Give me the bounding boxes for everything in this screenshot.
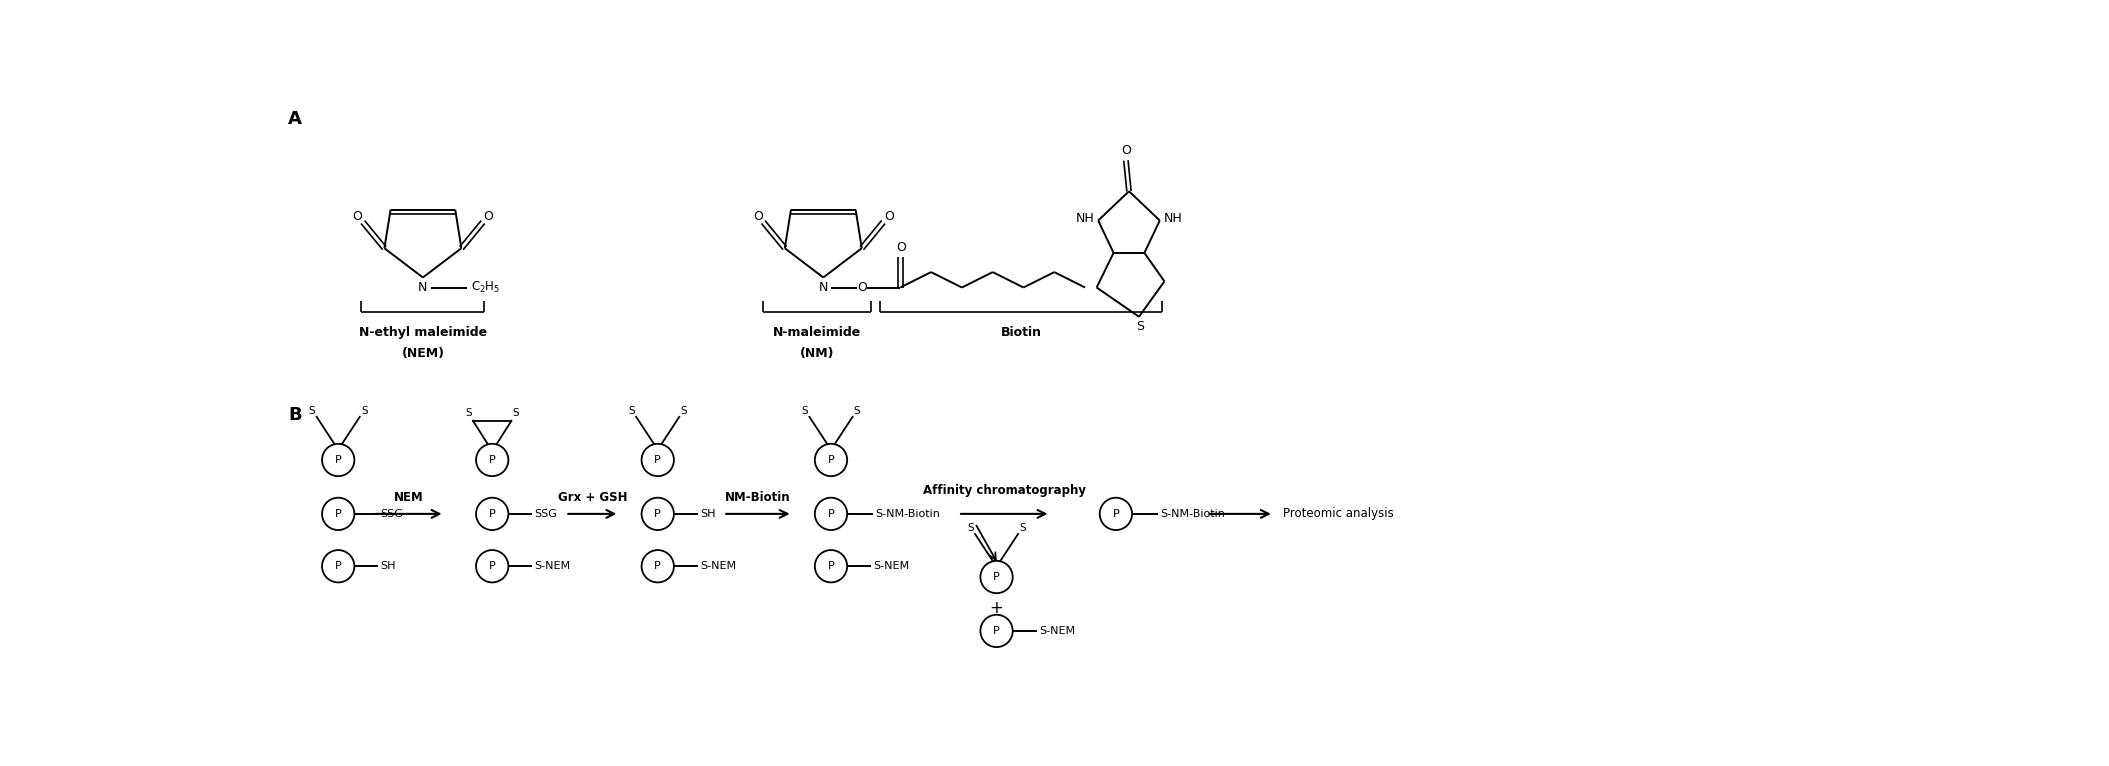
Text: O: O (1122, 144, 1130, 157)
Text: A: A (289, 110, 302, 129)
Text: O: O (856, 281, 867, 294)
Text: P: P (489, 455, 496, 465)
Text: NH: NH (1076, 212, 1095, 225)
Text: O: O (884, 210, 894, 223)
Text: S-NEM: S-NEM (534, 561, 572, 571)
Text: P: P (654, 561, 660, 571)
Text: $\mathregular{C_2H_5}$: $\mathregular{C_2H_5}$ (472, 280, 500, 295)
Text: S-NEM: S-NEM (700, 561, 736, 571)
Text: P: P (1114, 509, 1120, 519)
Text: N-ethyl maleimide: N-ethyl maleimide (359, 326, 487, 339)
Text: S-NEM: S-NEM (873, 561, 909, 571)
Text: Grx + GSH: Grx + GSH (557, 491, 626, 504)
Text: N-maleimide: N-maleimide (774, 326, 860, 339)
Text: O: O (896, 241, 907, 254)
Text: SH: SH (380, 561, 396, 571)
Text: P: P (827, 561, 835, 571)
Text: B: B (289, 406, 302, 424)
Text: P: P (993, 626, 1000, 636)
Text: N: N (418, 281, 428, 294)
Text: P: P (827, 509, 835, 519)
Text: Proteomic analysis: Proteomic analysis (1282, 507, 1394, 520)
Text: S: S (854, 406, 860, 416)
Text: S-NM-Biotin: S-NM-Biotin (875, 509, 941, 519)
Text: O: O (483, 210, 494, 223)
Text: SH: SH (700, 509, 715, 519)
Text: S: S (512, 408, 519, 418)
Text: P: P (335, 509, 342, 519)
Text: S: S (1019, 522, 1027, 532)
Text: O: O (753, 210, 763, 223)
Text: S: S (308, 406, 316, 416)
Text: S: S (801, 406, 808, 416)
Text: S: S (1137, 320, 1143, 333)
Text: +: + (989, 599, 1004, 617)
Text: SSG: SSG (380, 509, 403, 519)
Text: P: P (654, 455, 660, 465)
Text: P: P (489, 509, 496, 519)
Text: S: S (968, 522, 974, 532)
Text: SSG: SSG (534, 509, 557, 519)
Text: (NEM): (NEM) (401, 347, 445, 360)
Text: P: P (827, 455, 835, 465)
Text: O: O (352, 210, 363, 223)
Text: (NM): (NM) (799, 347, 835, 360)
Text: S: S (464, 408, 472, 418)
Text: P: P (489, 561, 496, 571)
Text: P: P (335, 561, 342, 571)
Text: NEM: NEM (394, 491, 424, 504)
Text: S-NM-Biotin: S-NM-Biotin (1160, 509, 1225, 519)
Text: NH: NH (1164, 212, 1183, 225)
Text: Biotin: Biotin (1000, 326, 1042, 339)
Text: Affinity chromatography: Affinity chromatography (924, 484, 1086, 497)
Text: N: N (818, 281, 829, 294)
Text: P: P (993, 572, 1000, 582)
Text: S: S (681, 406, 688, 416)
Text: S: S (628, 406, 635, 416)
Text: NM-Biotin: NM-Biotin (725, 491, 791, 504)
Text: P: P (654, 509, 660, 519)
Text: S: S (361, 406, 367, 416)
Text: S-NEM: S-NEM (1040, 626, 1076, 636)
Text: P: P (335, 455, 342, 465)
